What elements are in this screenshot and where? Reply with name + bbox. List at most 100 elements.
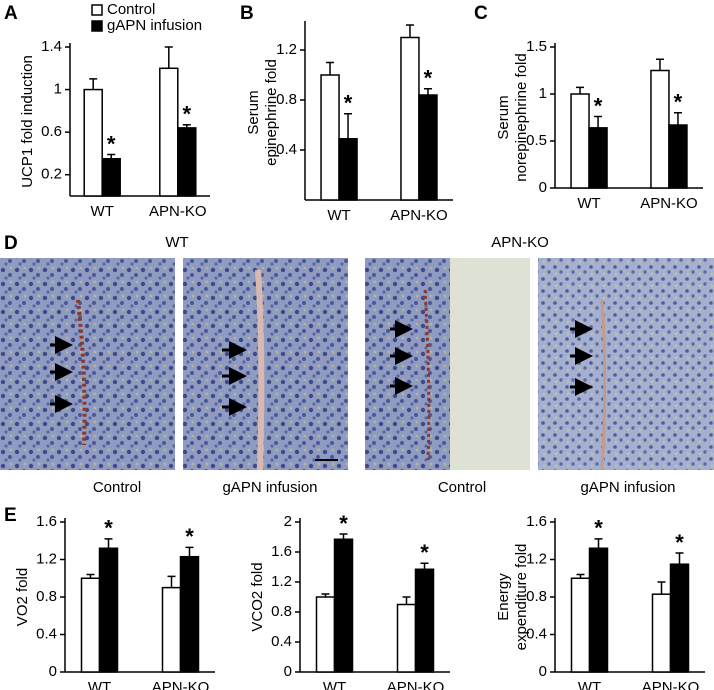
- micrographs: [0, 258, 714, 471]
- y-tick-label: 0.4: [36, 625, 57, 642]
- bar: [333, 538, 354, 673]
- bar: [669, 563, 690, 673]
- y-tick-label: 0.4: [526, 625, 547, 642]
- caption: Control: [438, 479, 486, 496]
- error-bar: [675, 552, 684, 565]
- y-tick-label: 0.4: [271, 633, 292, 650]
- y-tick-label: 1.2: [271, 573, 292, 590]
- legend-label: Control: [107, 1, 155, 18]
- panel-label: D: [4, 233, 18, 254]
- significance: *: [594, 93, 603, 118]
- significance: *: [675, 530, 684, 555]
- bar: [668, 124, 688, 189]
- y-tick-label: 0: [49, 663, 57, 680]
- significance: *: [674, 90, 683, 115]
- y-tick-label: 1: [54, 81, 62, 98]
- micrograph: [0, 258, 175, 470]
- y-tick-label: 0: [539, 179, 547, 196]
- y-tick-label: 0.8: [526, 588, 547, 605]
- x-tick-label: WT: [323, 679, 346, 690]
- x-tick-label: APN-KO: [642, 679, 700, 690]
- significance: *: [420, 540, 429, 565]
- y-axis-label: Energy: [495, 573, 512, 621]
- legend-swatch: [91, 4, 103, 16]
- y-tick-label: 1.6: [36, 513, 57, 530]
- x-tick-label: WT: [327, 207, 350, 224]
- bar: [315, 596, 336, 673]
- bar: [588, 547, 609, 673]
- error-bar: [107, 153, 116, 159]
- y-tick-label: 1.6: [526, 513, 547, 530]
- y-tick-label: 1.2: [276, 41, 297, 58]
- bar: [161, 586, 182, 673]
- panel-label: A: [4, 3, 18, 24]
- error-bar: [339, 533, 348, 540]
- y-tick-label: 1.2: [36, 550, 57, 567]
- bar: [177, 127, 197, 197]
- y-tick-label: 2: [284, 513, 292, 530]
- y-axis-label: VO2 fold: [14, 568, 31, 626]
- significance: *: [594, 516, 603, 541]
- y-tick-label: 0.2: [41, 166, 62, 183]
- bar: [570, 93, 590, 189]
- error-bar: [321, 593, 330, 597]
- x-tick-label: APN-KO: [149, 203, 207, 220]
- y-tick-label: 1.2: [526, 550, 547, 567]
- arrows: [50, 320, 593, 416]
- error-bar: [594, 538, 603, 549]
- error-bar: [423, 88, 432, 95]
- significance: *: [104, 516, 113, 541]
- x-tick-label: APN-KO: [390, 207, 448, 224]
- group-title: APN-KO: [491, 234, 549, 251]
- y-tick-label: 0: [284, 663, 292, 680]
- bar: [101, 158, 121, 197]
- error-bar: [576, 86, 585, 94]
- error-bar: [402, 596, 411, 605]
- bar: [414, 568, 435, 673]
- y-axis-label: UCP1 fold induction: [19, 55, 36, 188]
- caption: Control: [93, 479, 141, 496]
- panel-label: C: [474, 3, 488, 24]
- x-tick-label: WT: [577, 195, 600, 212]
- significance: *: [339, 511, 348, 536]
- bar: [83, 88, 103, 197]
- error-bar: [576, 573, 585, 579]
- vessel: [423, 289, 431, 461]
- x-tick-label: APN-KO: [152, 679, 210, 690]
- y-tick-label: 0.8: [271, 603, 292, 620]
- vessel: [76, 299, 87, 446]
- error-bar: [182, 123, 191, 128]
- error-bar: [594, 115, 603, 128]
- micrograph: [538, 258, 714, 470]
- error-bar: [657, 581, 666, 595]
- error-bar: [405, 24, 414, 38]
- y-tick-label: 0.8: [36, 588, 57, 605]
- error-bar: [344, 113, 353, 139]
- error-bar: [86, 573, 95, 579]
- error-bar: [673, 112, 682, 126]
- y-tick-label: 1.6: [271, 543, 292, 560]
- significance: *: [185, 524, 194, 549]
- bar: [320, 74, 340, 201]
- bar: [588, 127, 608, 189]
- bar: [650, 69, 670, 189]
- error-bar: [185, 546, 194, 557]
- legend-swatch: [91, 20, 103, 32]
- y-tick-label: 1: [539, 85, 547, 102]
- micrograph: [183, 258, 348, 470]
- significance: *: [344, 91, 353, 116]
- group-title: WT: [165, 234, 188, 251]
- bar: [338, 138, 358, 201]
- caption: gAPN infusion: [222, 479, 317, 496]
- bar: [98, 547, 119, 673]
- y-axis-label: epinephrine fold: [263, 59, 280, 166]
- significance: *: [183, 102, 192, 127]
- y-tick-label: 1.4: [41, 38, 62, 55]
- error-bar: [104, 538, 113, 549]
- significance: *: [107, 131, 116, 156]
- bar: [179, 555, 200, 673]
- y-tick-label: 0: [539, 663, 547, 680]
- x-tick-label: WT: [91, 203, 114, 220]
- significance: *: [424, 66, 433, 91]
